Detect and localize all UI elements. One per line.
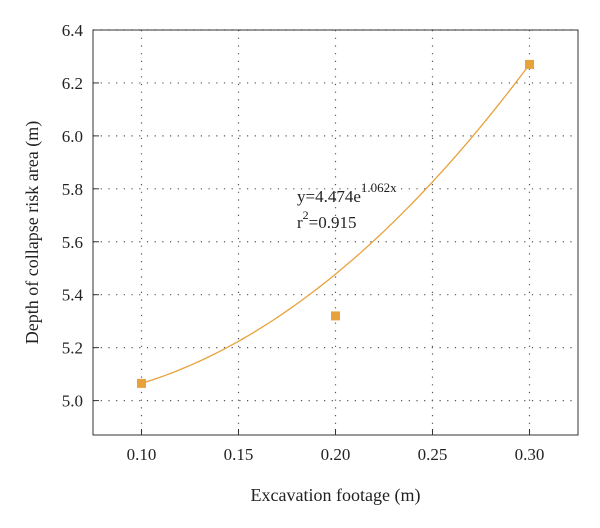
equation-prefix: y=4.474e xyxy=(297,187,361,206)
r-squared-label: r2=0.915 xyxy=(297,208,357,232)
x-tick-label: 0.25 xyxy=(418,445,448,464)
r-squared-prefix: r xyxy=(297,213,303,232)
x-tick-label: 0.15 xyxy=(224,445,254,464)
y-tick-label: 6.2 xyxy=(62,74,83,93)
r-squared-value: =0.915 xyxy=(309,213,357,232)
x-tick-label: 0.30 xyxy=(515,445,545,464)
y-axis: 5.0 5.2 5.4 5.6 5.8 6.0 6.2 6.4 xyxy=(62,21,99,411)
y-tick-label: 6.0 xyxy=(62,127,83,146)
r-squared-superscript: 2 xyxy=(303,208,309,222)
plot-area-frame xyxy=(92,29,579,436)
x-axis-title: Excavation footage (m) xyxy=(251,485,421,506)
y-tick-label: 5.4 xyxy=(62,286,84,305)
y-tick-label: 5.6 xyxy=(62,233,83,252)
fit-curve xyxy=(141,64,531,385)
x-tick-label: 0.10 xyxy=(127,445,157,464)
y-tick-label: 6.4 xyxy=(62,21,84,40)
y-tick-label: 5.8 xyxy=(62,180,83,199)
data-point xyxy=(331,311,340,321)
data-point xyxy=(137,378,146,388)
x-tick-label: 0.20 xyxy=(321,445,351,464)
y-tick-label: 5.2 xyxy=(62,339,83,358)
data-points xyxy=(137,59,534,388)
data-point xyxy=(525,59,534,69)
y-tick-label: 5.0 xyxy=(62,392,83,411)
x-axis: 0.10 0.15 0.20 0.25 0.30 xyxy=(127,429,545,464)
equation-label: y=4.474e1.062x xyxy=(297,180,397,206)
grid xyxy=(93,29,578,435)
y-axis-title: Depth of collapse risk area (m) xyxy=(22,121,43,344)
equation-exponent: 1.062x xyxy=(361,180,397,195)
